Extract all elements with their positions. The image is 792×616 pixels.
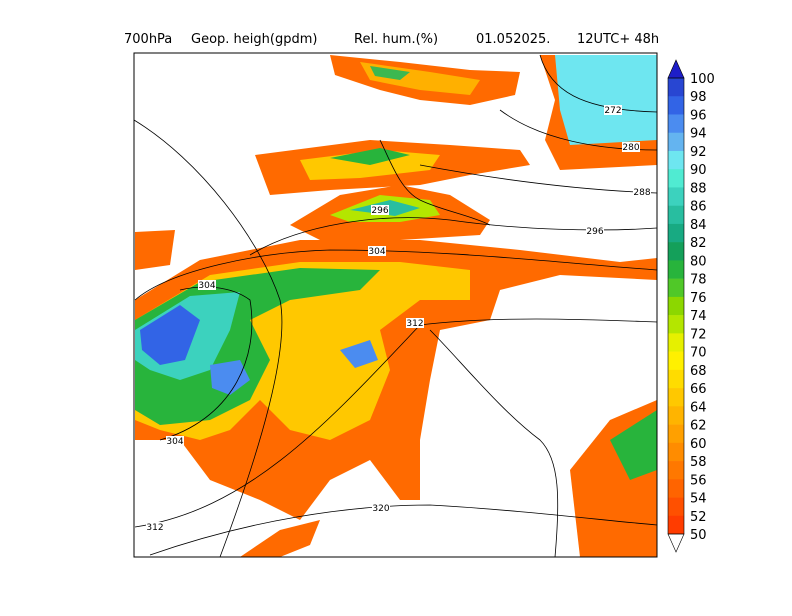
colorbar-frame [667,77,685,535]
color-swatch [668,278,684,298]
colorbar-label: 66 [690,382,707,397]
color-swatch [668,497,684,517]
colorbar-label: 84 [690,218,707,233]
map: 272 280 288 296 296 304 304 312 312 304 320 [133,52,658,558]
date: 01.052025. [476,32,550,47]
contour-label: 296 [586,227,603,237]
colorbar-label: 62 [690,419,707,434]
color-swatch [668,388,684,407]
color-swatch [668,132,684,152]
contour-label: 304 [198,281,215,291]
colorbar-label: 54 [690,492,707,507]
color-swatch [668,351,684,371]
color-swatch [668,515,684,535]
color-swatch [668,296,684,316]
colorbar-label: 50 [690,528,707,543]
color-swatch [668,369,684,389]
colorbar-label: 72 [690,327,707,342]
contour-label: 272 [604,106,621,116]
contour-label: 304 [166,437,183,447]
contour-label-bg [633,187,651,197]
color-swatch [668,461,684,480]
colorbar-label: 92 [690,145,707,160]
color-swatch [668,96,684,115]
contour-label: 280 [622,143,639,153]
colorbar-label: 94 [690,127,707,142]
colorbar-label: 100 [690,72,715,87]
color-swatch [668,479,684,498]
top-arrow [667,59,685,79]
field: Geop. heigh(gpdm) [191,32,317,47]
level: 700hPa [124,32,172,47]
contour-label-bg [406,318,424,328]
contour-label-bg [198,280,216,290]
contour-label: 288 [633,188,650,198]
humidity-field [135,55,657,557]
color-swatch [668,260,684,279]
colorbar-label: 80 [690,254,707,269]
contour-label-bg [146,522,164,532]
contour-label: 296 [371,206,388,216]
contour-label-bg [371,205,389,215]
color-swatch [668,114,684,134]
colorbar-label: 90 [690,163,707,178]
contour-label-bg [622,142,640,152]
contour-label-bg [604,105,622,115]
colorbar-label: 98 [690,90,707,105]
color-swatch [668,78,684,97]
colorbar-label: 60 [690,437,707,452]
color-swatch [668,187,684,206]
contour-label: 312 [146,523,163,533]
colorbar-label: 96 [690,108,707,123]
contour-label: 304 [368,247,385,257]
field: Rel. hum.(%) [354,32,438,47]
contour-label-bg [586,226,604,236]
color-swatch [668,205,684,225]
color-swatch [668,315,684,334]
colorbar-label: 82 [690,236,707,251]
colorbar-label: 86 [690,200,707,215]
contour-label-bg [166,436,184,446]
bottom-arrow [667,533,685,553]
colorbar-label: 74 [690,309,707,324]
colorbar-label: 70 [690,346,707,361]
colorbar-label: 76 [690,291,707,306]
time: 12UTC+ 48h [577,32,659,47]
colorbar-label: 78 [690,273,707,288]
contour-label-bg [368,246,386,256]
colorbar-label: 56 [690,473,707,488]
contour-label-bg [372,503,390,513]
contour-label: 320 [372,504,389,514]
color-swatch [668,169,684,188]
color-swatch [668,150,684,170]
color-swatch [668,424,684,444]
colorbar-label: 68 [690,364,707,379]
map-frame [133,52,658,558]
contour-label: 312 [406,319,423,329]
color-swatch [668,406,684,425]
colorbar-label: 52 [690,510,707,525]
colorbar: 100 98 96 94 92 90 88 86 84 82 80 78 76 74 72 70 68 66 64 6… [667,59,715,553]
colorbar-label: 58 [690,455,707,470]
color-swatch [668,242,684,261]
colorbar-label: 64 [690,400,707,415]
color-swatch [668,223,684,243]
contours [134,54,657,557]
color-swatch [668,333,684,352]
color-swatch [668,442,684,462]
colorbar-label: 88 [690,181,707,196]
